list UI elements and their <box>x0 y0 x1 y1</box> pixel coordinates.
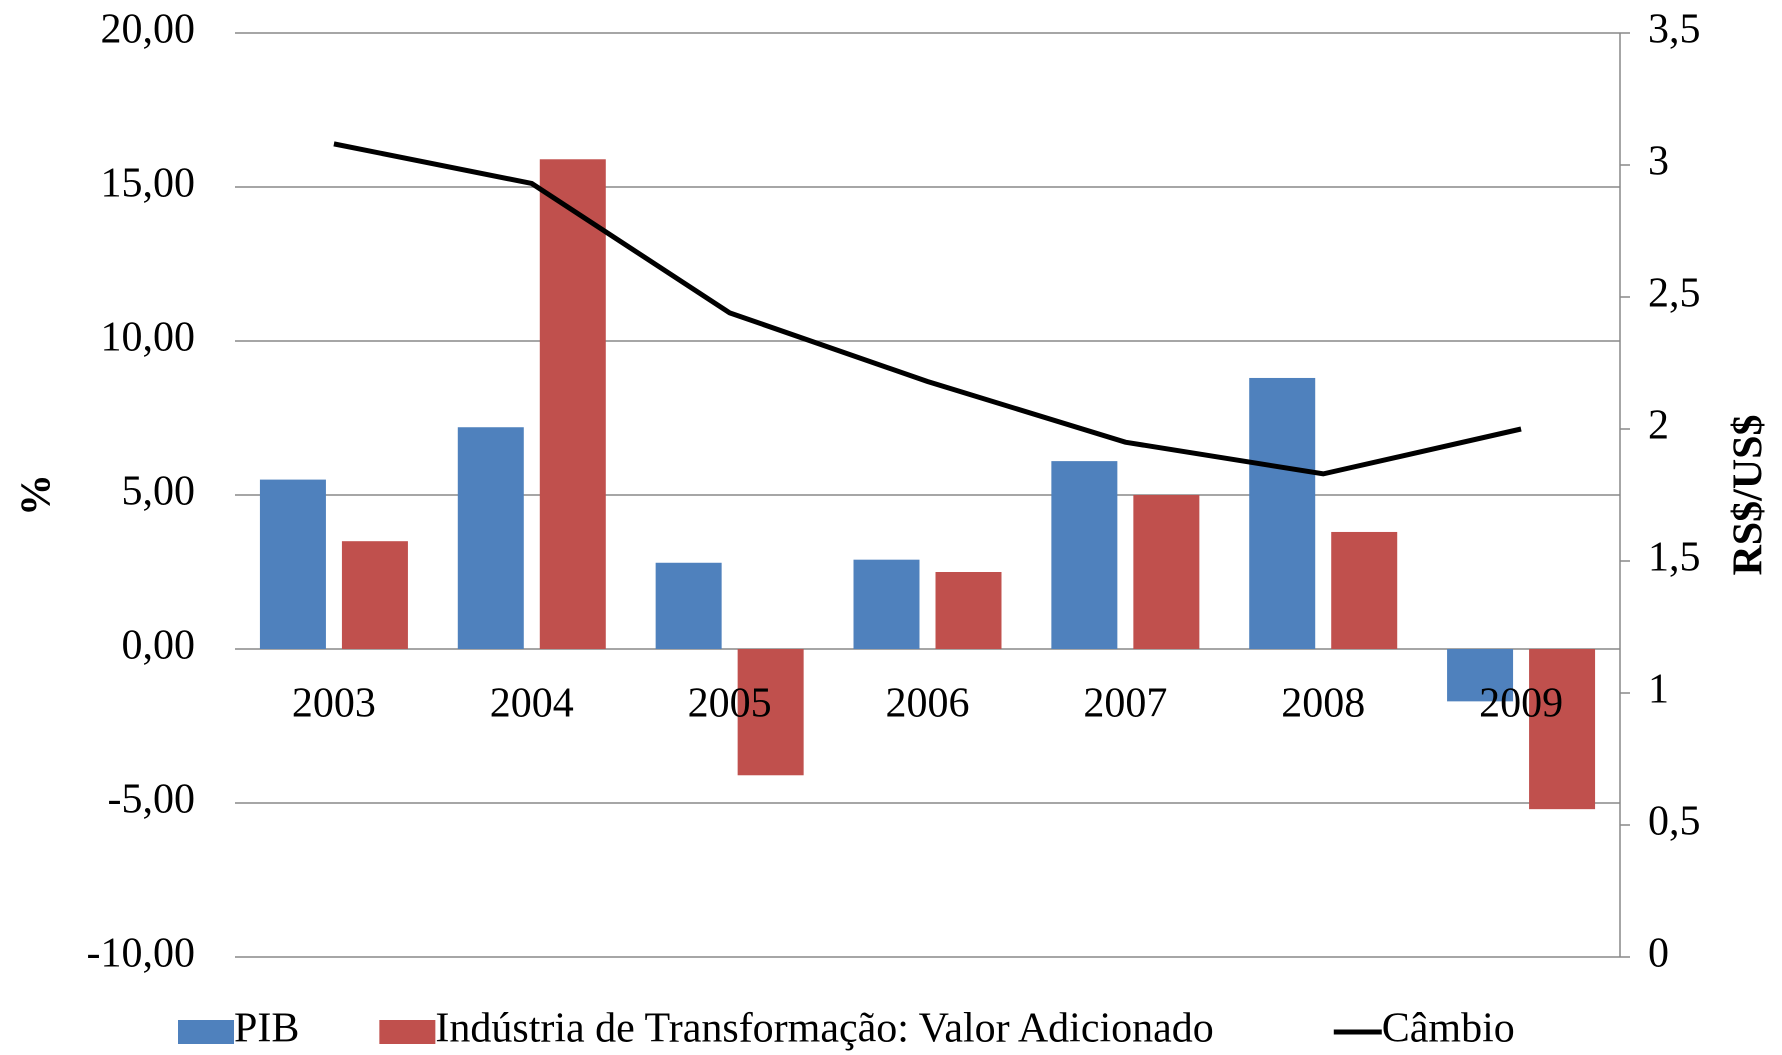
x-tick-label: 2009 <box>1479 681 1563 727</box>
bar <box>539 159 606 649</box>
bar <box>935 572 1002 649</box>
y2-tick-label: 3,5 <box>1648 7 1701 53</box>
bar <box>457 427 524 649</box>
bar <box>1529 649 1596 810</box>
y2-tick-label: 0 <box>1648 931 1669 977</box>
x-tick-label: 2005 <box>688 681 772 727</box>
bar <box>1331 531 1398 649</box>
x-tick-label: 2008 <box>1281 681 1365 727</box>
y2-tick-label: 3 <box>1648 139 1669 185</box>
legend-label: Indústria de Transformação: Valor Adicio… <box>435 1006 1213 1052</box>
bar <box>341 541 408 649</box>
y-tick-label: -10,00 <box>87 931 196 977</box>
x-tick-label: 2003 <box>292 681 376 727</box>
bar <box>1133 495 1200 649</box>
bar <box>1447 649 1514 702</box>
legend-label: PIB <box>234 1006 299 1052</box>
bar <box>1051 461 1118 649</box>
legend-label: Câmbio <box>1382 1006 1515 1052</box>
x-tick-label: 2004 <box>490 681 574 727</box>
x-tick-label: 2007 <box>1083 681 1167 727</box>
y2-tick-label: 2,5 <box>1648 271 1701 317</box>
y-tick-label: 15,00 <box>101 161 196 207</box>
x-tick-label: 2006 <box>886 681 970 727</box>
bar <box>1249 377 1316 649</box>
bar <box>259 479 326 649</box>
y-tick-label: 0,00 <box>122 623 196 669</box>
y2-axis-title: RS$/US$ <box>1726 414 1772 575</box>
y-tick-label: 20,00 <box>101 7 196 53</box>
y-axis-title: % <box>14 474 60 516</box>
y-tick-label: 10,00 <box>101 315 196 361</box>
legend-swatch <box>178 1020 234 1044</box>
y-tick-label: -5,00 <box>108 777 196 823</box>
line <box>333 141 1522 477</box>
bar <box>655 562 722 649</box>
bar <box>737 649 804 776</box>
legend-swatch <box>379 1020 436 1044</box>
bar <box>853 559 920 649</box>
y2-tick-label: 1,5 <box>1648 535 1701 581</box>
y2-tick-label: 0,5 <box>1648 799 1701 845</box>
y-tick-label: 5,00 <box>122 469 196 515</box>
y2-tick-label: 1 <box>1648 667 1669 713</box>
y2-tick-label: 2 <box>1648 403 1669 449</box>
